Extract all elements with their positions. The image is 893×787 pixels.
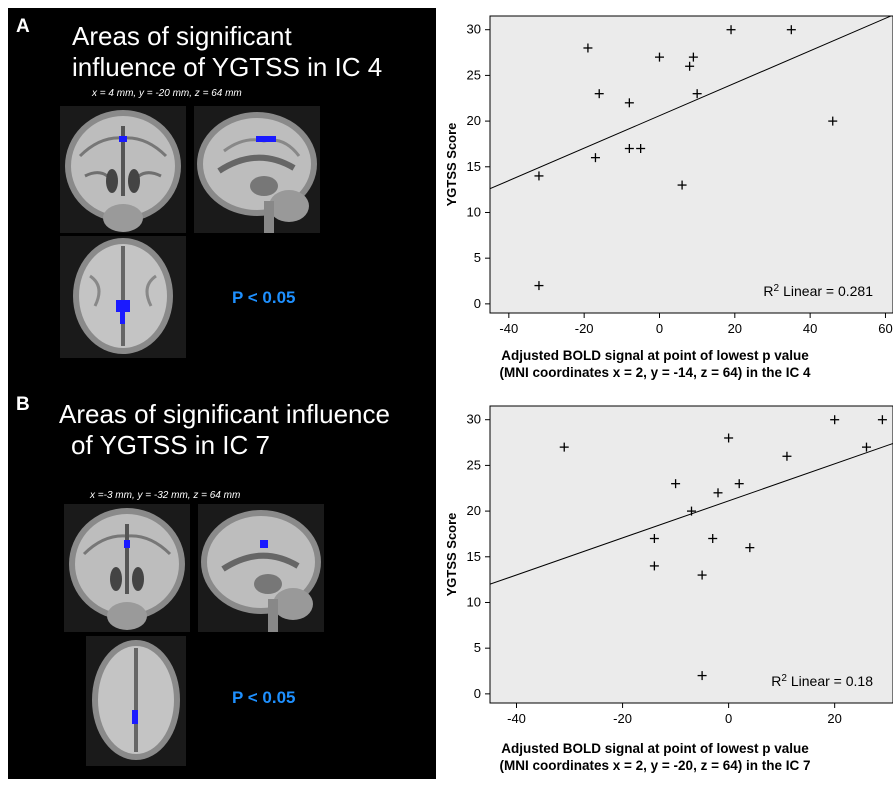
chart-ic4-data-point: [624, 98, 634, 108]
chart-ic4-xtick-label: 0: [656, 321, 663, 336]
chart-ic7-r2-annotation: R2 Linear = 0.18: [771, 673, 873, 690]
panel-a-title: Areas of significant influence of YGTSS …: [72, 21, 382, 83]
chart-ic7-ylabel: YGTSS Score: [444, 513, 459, 597]
panel-b-title-line-2: of YGTSS in IC 7: [71, 430, 270, 460]
chart-ic4-data-point: [594, 89, 604, 99]
chart-ic4-data-point: [636, 144, 646, 154]
panel-a-pvalue: P < 0.05: [232, 288, 296, 307]
panel-b-axial-slice: [86, 636, 186, 766]
chart-ic7-data-point: [745, 543, 755, 553]
chart-ic4-data-point: [624, 144, 634, 154]
panel-a-coronal-slice: [60, 106, 186, 233]
panel-a-activation-axial: [116, 300, 130, 312]
panel-a-axial-slice: [60, 236, 186, 358]
chart-ic4-ytick-label: 30: [467, 22, 481, 37]
panel-a-title-line-1: Areas of significant: [72, 21, 292, 51]
panel-b-activation-coronal: [124, 540, 130, 548]
panel-b-letter: B: [16, 394, 30, 415]
chart-ic4-data-point: [534, 171, 544, 181]
panel-b-coords: x =-3 mm, y = -32 mm, z = 64 mm: [90, 490, 241, 501]
chart-ic4-ytick-label: 20: [467, 113, 481, 128]
chart-ic4-xlabel-line-2: (MNI coordinates x = 2, y = -14, z = 64)…: [499, 365, 811, 380]
chart-ic7-xlabel-line-1: Adjusted BOLD signal at point of lowest …: [501, 741, 809, 756]
panel-b-activation-sagittal: [260, 540, 268, 548]
panel-a-activation-coronal: [119, 136, 127, 142]
panel-b-pvalue: P < 0.05: [232, 688, 296, 707]
chart-ic7-xtick-label: -20: [613, 711, 632, 726]
chart-ic7-data-point: [861, 442, 871, 452]
chart-ic4-data-point: [534, 281, 544, 291]
chart-ic7-ytick-label: 10: [467, 594, 481, 609]
chart-ic4-xlabel: Adjusted BOLD signal at point of lowest …: [420, 347, 890, 381]
chart-ic4-ytick-label: 10: [467, 204, 481, 219]
chart-ic7-data-point: [734, 479, 744, 489]
chart-ic7-xtick-label: -40: [507, 711, 526, 726]
chart-ic7-xlabel-line-2: (MNI coordinates x = 2, y = -20, z = 64)…: [499, 758, 811, 773]
chart-ic4-data-point: [828, 116, 838, 126]
chart-ic7-xtick-label: 20: [827, 711, 841, 726]
chart-ic4-ytick-label: 25: [467, 67, 481, 82]
chart-ic4-data-point: [654, 52, 664, 62]
panel-a-activation-sagittal: [256, 136, 276, 142]
scatter-chart-ic4: 0 5 10 15 20 25 30 -40 -20 0 20 40 60 YGTSS Score R2 Li…: [440, 8, 893, 388]
chart-ic7-data-point: [697, 671, 707, 681]
chart-ic7-xlabel: Adjusted BOLD signal at point of lowest …: [420, 740, 890, 774]
chart-ic4-data-point: [677, 180, 687, 190]
panel-b-sagittal-slice: [198, 504, 324, 632]
chart-ic7-data-point: [687, 506, 696, 516]
chart-ic4-xtick-label: -20: [575, 321, 594, 336]
chart-ic7-data-point: [830, 415, 840, 425]
chart-ic4-data-point: [726, 25, 736, 35]
chart-ic4-xlabel-line-1: Adjusted BOLD signal at point of lowest …: [501, 348, 809, 363]
brain-figure-panel: A Areas of significant influence of YGTS…: [8, 8, 436, 779]
scatter-chart-ic4-svg: 0 5 10 15 20 25 30 -40 -20 0 20 40 60 YGTSS Score R2 Li…: [444, 15, 893, 336]
panel-b-title: Areas of significant influence of YGTSS …: [59, 399, 390, 461]
panel-a-letter: A: [16, 16, 30, 37]
chart-ic7-data-point: [697, 570, 707, 580]
chart-ic7-data-point: [877, 415, 887, 425]
chart-ic4-data-point: [583, 43, 593, 53]
chart-ic7-ytick-label: 15: [467, 549, 481, 564]
chart-ic4-ytick-label: 0: [474, 296, 481, 311]
chart-ic7-ytick-label: 25: [467, 457, 481, 472]
chart-ic4-xtick-label: -40: [499, 321, 518, 336]
chart-ic7-data-point: [782, 451, 792, 461]
chart-ic4-ytick-label: 15: [467, 159, 481, 174]
chart-ic7-data-point: [713, 488, 723, 498]
panel-b-title-line-1: Areas of significant influence: [59, 399, 390, 429]
chart-ic4-data-point: [688, 52, 698, 62]
panel-a-coords: x = 4 mm, y = -20 mm, z = 64 mm: [92, 88, 242, 99]
chart-ic4-data-point: [685, 61, 695, 71]
panel-a-sagittal-slice: [194, 106, 320, 233]
scatter-chart-ic7-svg: 0 5 10 15 20 25 30 -40 -20 0 20 YGTSS Score R2 Linear…: [444, 405, 893, 726]
panel-a-title-line-2: influence of YGTSS in IC 4: [72, 52, 383, 82]
chart-ic4-xtick-label: 60: [878, 321, 892, 336]
chart-ic4-ylabel: YGTSS Score: [444, 123, 459, 207]
chart-ic7-ytick-label: 20: [467, 503, 481, 518]
chart-ic4-data-point: [692, 89, 702, 99]
chart-ic4-fit-line: [490, 16, 893, 190]
chart-ic4-plot-area: [489, 15, 893, 314]
chart-ic7-data-point: [559, 442, 569, 452]
chart-ic4-data-point: [786, 25, 796, 35]
panel-b-coronal-slice: [64, 504, 190, 632]
panel-b-activation-axial: [132, 710, 138, 724]
chart-ic4-data-point: [590, 153, 600, 163]
chart-ic4-xtick-label: 40: [803, 321, 817, 336]
chart-ic7-plot-area: [489, 405, 893, 704]
chart-ic7-data-point: [649, 534, 659, 544]
chart-ic7-data-point: [671, 479, 681, 489]
chart-ic7-ytick-label: 30: [467, 412, 481, 427]
chart-ic7-xtick-label: 0: [725, 711, 732, 726]
chart-ic7-ytick-label: 5: [474, 640, 481, 655]
chart-ic7-ytick-label: 0: [474, 686, 481, 701]
chart-ic4-ytick-label: 5: [474, 250, 481, 265]
chart-ic4-r2-annotation: R2 Linear = 0.281: [763, 283, 873, 300]
chart-ic7-data-point: [708, 534, 718, 544]
chart-ic7-data-point: [724, 433, 734, 443]
scatter-chart-ic7: 0 5 10 15 20 25 30 -40 -20 0 20 YGTSS Score R2 Linear…: [440, 398, 893, 738]
chart-ic4-xtick-label: 20: [728, 321, 742, 336]
chart-ic7-data-point: [649, 561, 659, 571]
